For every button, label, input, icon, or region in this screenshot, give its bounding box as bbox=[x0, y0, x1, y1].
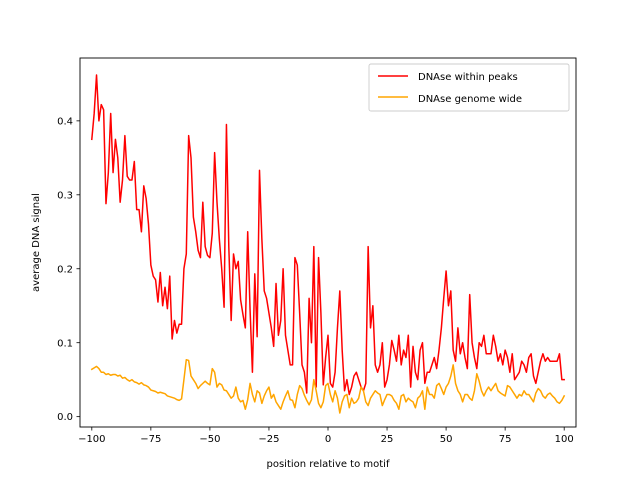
x-tick-label: 50 bbox=[440, 434, 453, 445]
x-tick-label: −25 bbox=[258, 434, 279, 445]
y-axis-label: average DNA signal bbox=[31, 193, 42, 292]
y-tick-label: 0.1 bbox=[57, 338, 73, 349]
x-axis-label: position relative to motif bbox=[267, 459, 390, 470]
x-tick-label: 25 bbox=[381, 434, 394, 445]
legend-box bbox=[368, 63, 570, 112]
legend-label-within-peaks: DNAse within peaks bbox=[418, 72, 518, 83]
x-tick-label: −50 bbox=[199, 434, 220, 445]
series-line-1 bbox=[90, 358, 566, 414]
legend: DNAse within peaks DNAse genome wide bbox=[368, 63, 570, 112]
y-axis: 0.0 0.1 0.2 0.3 0.4 bbox=[57, 116, 80, 423]
x-tick-label: −100 bbox=[78, 434, 105, 445]
x-tick-label: 75 bbox=[499, 434, 512, 445]
x-tick-label: 100 bbox=[555, 434, 574, 445]
series-line-0 bbox=[90, 74, 565, 396]
x-tick-label: −75 bbox=[140, 434, 161, 445]
legend-label-genome-wide: DNAse genome wide bbox=[418, 94, 522, 105]
y-tick-label: 0.0 bbox=[57, 412, 73, 423]
y-tick-label: 0.3 bbox=[57, 190, 73, 201]
x-tick-label: 0 bbox=[325, 434, 331, 445]
series-layer bbox=[90, 74, 566, 414]
y-tick-label: 0.4 bbox=[57, 116, 73, 127]
x-axis: −100 −75 −50 −25 0 25 50 75 100 bbox=[78, 427, 574, 445]
y-tick-label: 0.2 bbox=[57, 264, 73, 275]
